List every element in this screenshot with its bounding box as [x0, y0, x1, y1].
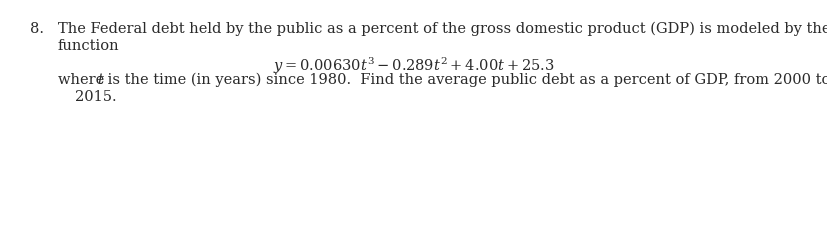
Text: is the time (in years) since 1980.  Find the average public debt as a percent of: is the time (in years) since 1980. Find …	[103, 73, 827, 87]
Text: where: where	[58, 73, 108, 87]
Text: 2015.: 2015.	[75, 90, 117, 103]
Text: $y = 0.00630t^3 - 0.289t^2 + 4.00t + 25.3$: $y = 0.00630t^3 - 0.289t^2 + 4.00t + 25.…	[273, 56, 554, 76]
Text: 8.: 8.	[30, 22, 44, 36]
Text: t: t	[97, 73, 103, 87]
Text: The Federal debt held by the public as a percent of the gross domestic product (: The Federal debt held by the public as a…	[58, 22, 827, 36]
Text: function: function	[58, 39, 119, 53]
